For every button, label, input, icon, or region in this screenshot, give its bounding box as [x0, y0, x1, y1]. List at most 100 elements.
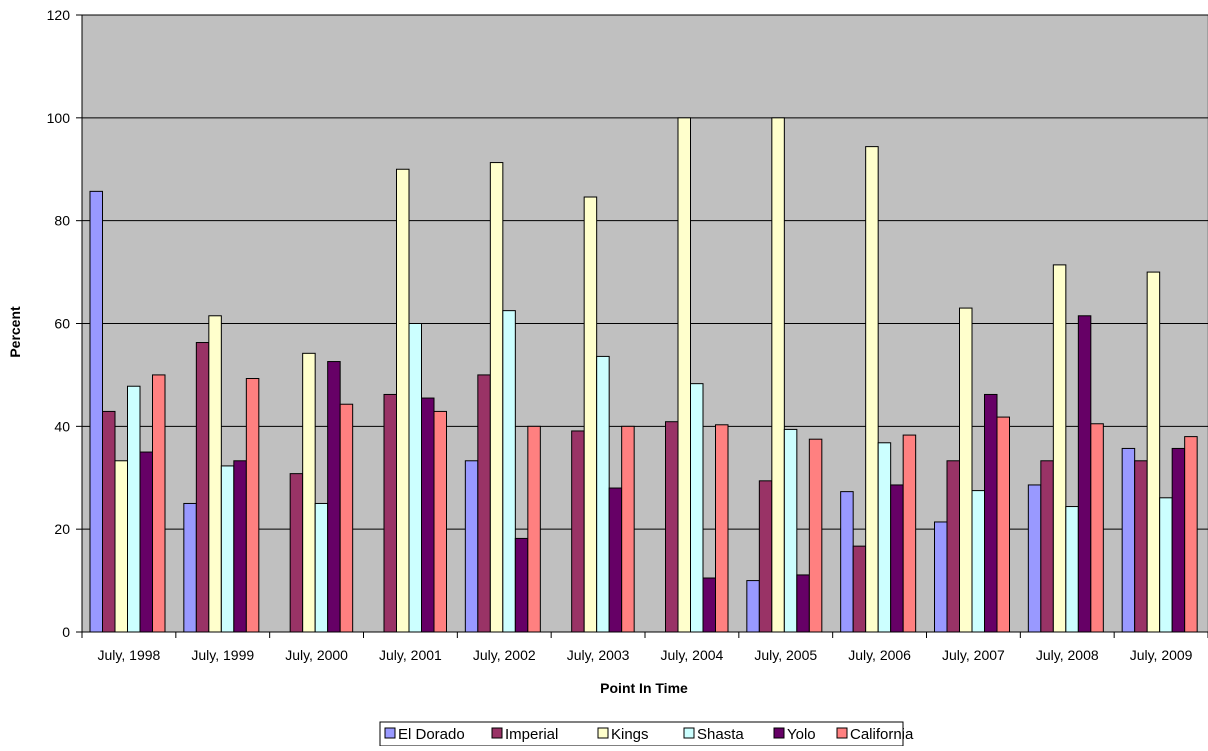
bar-imperial [946, 460, 960, 633]
y-tick-label: 40 [54, 418, 70, 434]
bar-kings [583, 196, 598, 633]
y-tick-label: 120 [47, 7, 71, 23]
bar-kings [677, 117, 691, 633]
bar-kings [771, 117, 785, 633]
legend-box [379, 721, 904, 747]
bar-el-dorado [934, 521, 948, 633]
legend-label: Yolo [787, 726, 816, 743]
bar-yolo [421, 397, 435, 633]
bar-yolo [702, 577, 716, 633]
bar-el-dorado [183, 502, 197, 633]
x-tick-label: July, 1999 [191, 647, 254, 663]
bar-imperial [665, 421, 679, 633]
bar-yolo [514, 537, 529, 633]
bar-imperial [852, 545, 867, 633]
bar-kings [959, 307, 973, 633]
x-tick-label: July, 2005 [754, 647, 817, 663]
legend-swatch [491, 727, 503, 739]
gridlines [82, 14, 1208, 530]
legend-swatch [773, 727, 785, 739]
bar-yolo [327, 361, 341, 633]
bar-california [996, 416, 1010, 633]
bar-imperial [1134, 460, 1148, 633]
x-tick-label: July, 2001 [379, 647, 442, 663]
bar-kings [114, 460, 128, 633]
x-tick-label: July, 2008 [1036, 647, 1099, 663]
bar-yolo [796, 574, 810, 633]
axes: 0 20 40 60 80 100 120 July, 1998 July, 1999 July,… [47, 7, 1208, 663]
bar-california [902, 434, 917, 633]
bar-imperial [1040, 460, 1054, 633]
bar-california [433, 410, 447, 633]
bar-california [152, 374, 166, 633]
x-tick-label: July, 2007 [942, 647, 1005, 663]
legend: El Dorado Imperial Kings Shasta Yolo Californ… [379, 721, 914, 747]
bar-california [527, 425, 541, 633]
bar-kings [302, 352, 316, 633]
x-tick-label: July, 2003 [567, 647, 630, 663]
bar-kings [489, 162, 504, 633]
bar-shasta [502, 310, 516, 633]
bar-kings [396, 168, 410, 633]
bar-el-dorado [89, 190, 103, 633]
bar-shasta [408, 323, 422, 633]
bar-shasta [127, 385, 141, 633]
legend-label: Shasta [697, 726, 744, 743]
bar-imperial [102, 410, 116, 633]
legend-swatch [384, 727, 396, 739]
bar-california [715, 424, 729, 633]
bar-el-dorado [464, 460, 479, 633]
bar-imperial [195, 342, 210, 633]
bar-california [339, 403, 354, 633]
bar-yolo [608, 487, 623, 633]
x-tick-label: July, 2000 [285, 647, 348, 663]
bar-yolo [1077, 315, 1092, 633]
bar-shasta [596, 355, 610, 633]
bar-shasta [1065, 506, 1079, 633]
bar-yolo [139, 451, 153, 633]
bar-imperial [571, 430, 585, 633]
y-tick-label: 100 [47, 110, 71, 126]
bar-imperial [477, 374, 491, 633]
bar-shasta [971, 490, 985, 633]
x-tick-label: July, 2006 [848, 647, 911, 663]
x-tick-label: July, 1998 [98, 647, 161, 663]
bar-el-dorado [746, 580, 760, 633]
bar-el-dorado [840, 491, 854, 633]
y-tick-label: 80 [54, 213, 70, 229]
bar-shasta [220, 465, 235, 633]
legend-label: El Dorado [398, 726, 465, 743]
x-tick-label: July, 2004 [661, 647, 724, 663]
bar-el-dorado [1121, 447, 1136, 633]
bar-yolo [984, 393, 998, 633]
legend-label: California [850, 726, 914, 743]
bar-yolo [890, 484, 904, 633]
bar-kings [1146, 271, 1161, 633]
bar-imperial [758, 480, 773, 633]
legend-swatch [683, 727, 695, 739]
legend-label: Kings [611, 726, 649, 743]
bar-shasta [1159, 497, 1173, 633]
legend-swatch [836, 727, 848, 739]
bar-shasta [877, 442, 892, 633]
y-tick-label: 20 [54, 521, 70, 537]
bar-kings [208, 315, 222, 633]
legend-swatch [597, 727, 609, 739]
bar-california [621, 425, 635, 633]
bar-california [1090, 423, 1104, 633]
bar-california [808, 438, 823, 633]
bar-yolo [1171, 447, 1186, 633]
bar-california [1184, 436, 1198, 633]
y-axis-title: Percent [7, 306, 23, 358]
bar-california [245, 378, 260, 633]
x-tick-label: July, 2002 [473, 647, 536, 663]
bar-shasta [690, 383, 704, 633]
bar-kings [865, 146, 879, 633]
legend-label: Imperial [505, 726, 558, 743]
y-tick-label: 60 [54, 316, 70, 332]
bar-el-dorado [1027, 484, 1042, 633]
x-axis-title: Point In Time [600, 680, 688, 696]
bar-yolo [233, 460, 247, 633]
